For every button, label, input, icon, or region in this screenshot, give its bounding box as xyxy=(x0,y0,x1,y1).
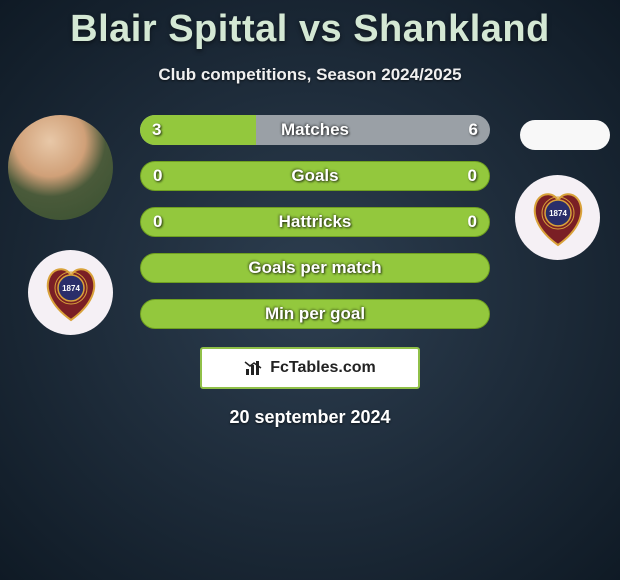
date-text: 20 september 2024 xyxy=(0,407,620,428)
stat-row: Min per goal xyxy=(140,299,490,329)
hearts-crest-icon: 1874 xyxy=(38,260,104,326)
page-subtitle: Club competitions, Season 2024/2025 xyxy=(0,65,620,85)
stat-row: 00Hattricks xyxy=(140,207,490,237)
stat-label: Goals per match xyxy=(141,258,489,278)
stat-label: Goals xyxy=(141,166,489,186)
stat-label: Hattricks xyxy=(141,212,489,232)
crest-year-text: 1874 xyxy=(549,209,567,218)
player-left-avatar xyxy=(8,115,113,220)
stat-label: Matches xyxy=(140,120,490,140)
page-title: Blair Spittal vs Shankland xyxy=(0,0,620,51)
logo-text: FcTables.com xyxy=(270,359,376,377)
club-crest-right: 1874 xyxy=(515,175,600,260)
stat-row: 00Goals xyxy=(140,161,490,191)
stat-row: Goals per match xyxy=(140,253,490,283)
stat-label: Min per goal xyxy=(141,304,489,324)
stat-bars: 36Matches 00Goals 00Hattricks Goals per mat… xyxy=(140,115,490,345)
bar-chart-icon xyxy=(244,359,264,377)
stat-row: 36Matches xyxy=(140,115,490,145)
fctables-logo: FcTables.com xyxy=(200,347,420,389)
player-right-placeholder xyxy=(520,120,610,150)
club-crest-left: 1874 xyxy=(28,250,113,335)
hearts-crest-icon: 1874 xyxy=(525,185,591,251)
crest-year-text: 1874 xyxy=(62,284,80,293)
